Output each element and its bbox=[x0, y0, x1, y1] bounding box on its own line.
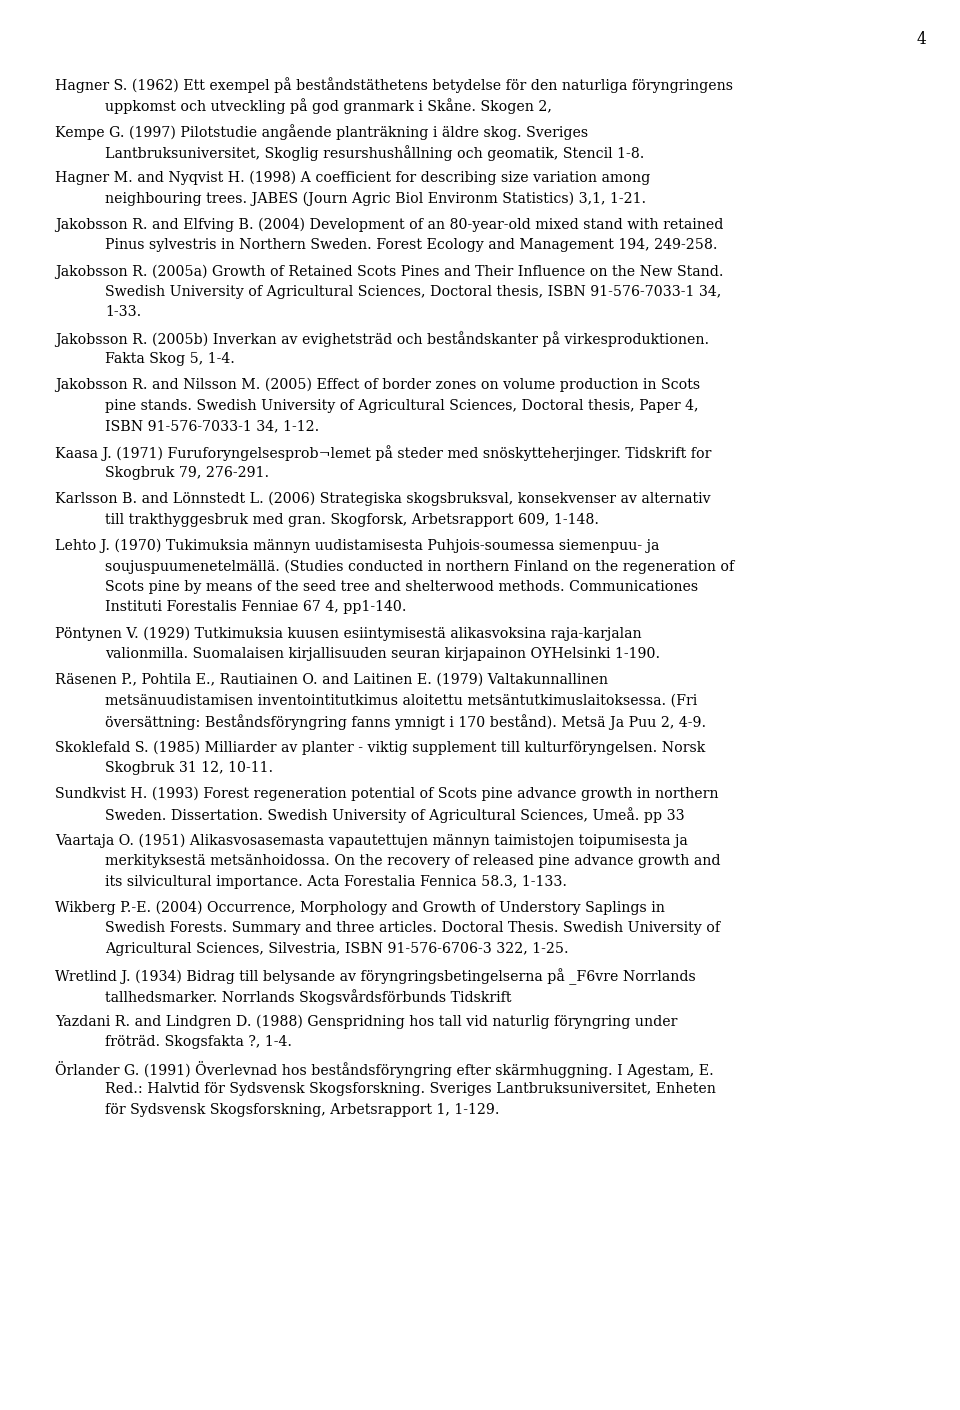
Text: översättning: Beståndsföryngring fanns ymnigt i 170 bestånd). Metsä Ja Puu 2, 4-: översättning: Beståndsföryngring fanns y… bbox=[105, 715, 707, 730]
Text: 1-33.: 1-33. bbox=[105, 306, 141, 319]
Text: uppkomst och utveckling på god granmark i Skåne. Skogen 2,: uppkomst och utveckling på god granmark … bbox=[105, 99, 552, 114]
Text: Jakobsson R. and Nilsson M. (2005) Effect of border zones on volume production i: Jakobsson R. and Nilsson M. (2005) Effec… bbox=[55, 378, 700, 392]
Text: Örlander G. (1991) Överlevnad hos beståndsföryngring efter skärmhuggning. I Ages: Örlander G. (1991) Överlevnad hos bestån… bbox=[55, 1062, 713, 1079]
Text: Pinus sylvestris in Northern Sweden. Forest Ecology and Management 194, 249-258.: Pinus sylvestris in Northern Sweden. For… bbox=[105, 238, 717, 252]
Text: Scots pine by means of the seed tree and shelterwood methods. Communicationes: Scots pine by means of the seed tree and… bbox=[105, 580, 698, 594]
Text: Wretlind J. (1934) Bidrag till belysande av föryngringsbetingelserna på _F6vre N: Wretlind J. (1934) Bidrag till belysande… bbox=[55, 969, 696, 984]
Text: Skoklefald S. (1985) Milliarder av planter - viktig supplement till kulturföryng: Skoklefald S. (1985) Milliarder av plant… bbox=[55, 740, 706, 754]
Text: Wikberg P.-E. (2004) Occurrence, Morphology and Growth of Understory Saplings in: Wikberg P.-E. (2004) Occurrence, Morphol… bbox=[55, 901, 665, 915]
Text: Hagner S. (1962) Ett exempel på beståndstäthetens betydelse för den naturliga fö: Hagner S. (1962) Ett exempel på bestånds… bbox=[55, 78, 733, 93]
Text: neighbouring trees. JABES (Journ Agric Biol Environm Statistics) 3,1, 1-21.: neighbouring trees. JABES (Journ Agric B… bbox=[105, 192, 646, 206]
Text: metsänuudistamisen inventointitutkimus aloitettu metsäntutkimuslaitoksessa. (Fri: metsänuudistamisen inventointitutkimus a… bbox=[105, 694, 697, 708]
Text: Jakobsson R. (2005a) Growth of Retained Scots Pines and Their Influence on the N: Jakobsson R. (2005a) Growth of Retained … bbox=[55, 264, 724, 279]
Text: its silvicultural importance. Acta Forestalia Fennica 58.3, 1-133.: its silvicultural importance. Acta Fores… bbox=[105, 874, 567, 888]
Text: soujuspuumenetelmällä. (Studies conducted in northern Finland on the regeneratio: soujuspuumenetelmällä. (Studies conducte… bbox=[105, 560, 734, 574]
Text: Lehto J. (1970) Tukimuksia männyn uudistamisesta Puhjois-soumessa siemenpuu- ja: Lehto J. (1970) Tukimuksia männyn uudist… bbox=[55, 539, 660, 553]
Text: Räsenen P., Pohtila E., Rautiainen O. and Laitinen E. (1979) Valtakunnallinen: Räsenen P., Pohtila E., Rautiainen O. an… bbox=[55, 673, 608, 687]
Text: Jakobsson R. and Elfving B. (2004) Development of an 80-year-old mixed stand wit: Jakobsson R. and Elfving B. (2004) Devel… bbox=[55, 217, 724, 231]
Text: Fakta Skog 5, 1-4.: Fakta Skog 5, 1-4. bbox=[105, 352, 235, 367]
Text: pine stands. Swedish University of Agricultural Sciences, Doctoral thesis, Paper: pine stands. Swedish University of Agric… bbox=[105, 399, 699, 413]
Text: 4: 4 bbox=[917, 31, 926, 48]
Text: Swedish University of Agricultural Sciences, Doctoral thesis, ISBN 91-576-7033-1: Swedish University of Agricultural Scien… bbox=[105, 285, 721, 299]
Text: Red.: Halvtid för Sydsvensk Skogsforskning. Sveriges Lantbruksuniversitet, Enhet: Red.: Halvtid för Sydsvensk Skogsforskni… bbox=[105, 1081, 716, 1096]
Text: Hagner M. and Nyqvist H. (1998) A coefficient for describing size variation amon: Hagner M. and Nyqvist H. (1998) A coeffi… bbox=[55, 171, 650, 185]
Text: ISBN 91-576-7033-1 34, 1-12.: ISBN 91-576-7033-1 34, 1-12. bbox=[105, 419, 320, 433]
Text: Swedish Forests. Summary and three articles. Doctoral Thesis. Swedish University: Swedish Forests. Summary and three artic… bbox=[105, 922, 720, 935]
Text: till trakthyggesbruk med gran. Skogforsk, Arbetsrapport 609, 1-148.: till trakthyggesbruk med gran. Skogforsk… bbox=[105, 513, 599, 526]
Text: tallhedsmarker. Norrlands Skogsvårdsförbunds Tidskrift: tallhedsmarker. Norrlands Skogsvårdsförb… bbox=[105, 988, 512, 1004]
Text: Skogbruk 31 12, 10-11.: Skogbruk 31 12, 10-11. bbox=[105, 761, 274, 776]
Text: Yazdani R. and Lindgren D. (1988) Genspridning hos tall vid naturlig föryngring : Yazdani R. and Lindgren D. (1988) Genspr… bbox=[55, 1015, 678, 1029]
Text: Lantbruksuniversitet, Skoglig resurshushållning och geomatik, Stencil 1-8.: Lantbruksuniversitet, Skoglig resurshush… bbox=[105, 145, 644, 161]
Text: Vaartaja O. (1951) Alikasvosasemasta vapautettujen männyn taimistojen toipumises: Vaartaja O. (1951) Alikasvosasemasta vap… bbox=[55, 833, 687, 847]
Text: Agricultural Sciences, Silvestria, ISBN 91-576-6706-3 322, 1-25.: Agricultural Sciences, Silvestria, ISBN … bbox=[105, 942, 568, 956]
Text: Pöntynen V. (1929) Tutkimuksia kuusen esiintymisestä alikasvoksina raja-karjalan: Pöntynen V. (1929) Tutkimuksia kuusen es… bbox=[55, 626, 641, 640]
Text: Skogbruk 79, 276-291.: Skogbruk 79, 276-291. bbox=[105, 465, 269, 479]
Text: fröträd. Skogsfakta ?, 1-4.: fröträd. Skogsfakta ?, 1-4. bbox=[105, 1035, 292, 1049]
Text: Instituti Forestalis Fenniae 67 4, pp1-140.: Instituti Forestalis Fenniae 67 4, pp1-1… bbox=[105, 601, 406, 615]
Text: Jakobsson R. (2005b) Inverkan av evighetsträd och beståndskanter på virkesproduk: Jakobsson R. (2005b) Inverkan av evighet… bbox=[55, 331, 709, 347]
Text: för Sydsvensk Skogsforskning, Arbetsrapport 1, 1-129.: för Sydsvensk Skogsforskning, Arbetsrapp… bbox=[105, 1103, 499, 1117]
Text: Kempe G. (1997) Pilotstudie angående planträkning i äldre skog. Sveriges: Kempe G. (1997) Pilotstudie angående pla… bbox=[55, 124, 588, 140]
Text: merkityksestä metsänhoidossa. On the recovery of released pine advance growth an: merkityksestä metsänhoidossa. On the rec… bbox=[105, 854, 721, 869]
Text: valionmilla. Suomalaisen kirjallisuuden seuran kirjapainon OYHelsinki 1-190.: valionmilla. Suomalaisen kirjallisuuden … bbox=[105, 647, 660, 661]
Text: Sweden. Dissertation. Swedish University of Agricultural Sciences, Umeå. pp 33: Sweden. Dissertation. Swedish University… bbox=[105, 808, 684, 823]
Text: Sundkvist H. (1993) Forest regeneration potential of Scots pine advance growth i: Sundkvist H. (1993) Forest regeneration … bbox=[55, 787, 718, 801]
Text: Kaasa J. (1971) Furuforyngelsesprob¬lemet på steder med snöskytteherjinger. Tids: Kaasa J. (1971) Furuforyngelsesprob¬leme… bbox=[55, 446, 711, 461]
Text: Karlsson B. and Lönnstedt L. (2006) Strategiska skogsbruksval, konsekvenser av a: Karlsson B. and Lönnstedt L. (2006) Stra… bbox=[55, 492, 710, 506]
